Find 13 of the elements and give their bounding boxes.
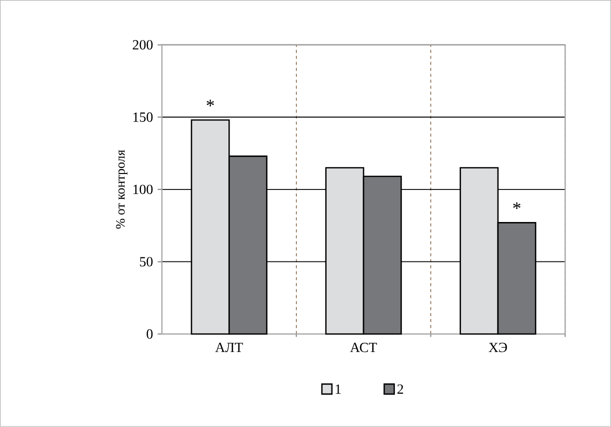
y-tick-label: 0 <box>146 329 153 339</box>
y-tick-label: 50 <box>140 257 153 266</box>
x-tick-label: АЛТ <box>215 342 243 352</box>
x-tick-label: АСТ <box>350 342 377 352</box>
x-tick-label: ХЭ <box>488 342 507 352</box>
y-axis-title: % от контроля <box>116 150 128 229</box>
legend-label: 1 <box>336 384 341 394</box>
y-tick-label: 100 <box>133 184 153 194</box>
annotation: * <box>206 100 214 106</box>
y-tick-label: 200 <box>132 40 153 50</box>
y-tick-label: 150 <box>133 112 153 122</box>
legend-label: 2 <box>397 384 404 394</box>
annotation: * <box>513 202 520 210</box>
